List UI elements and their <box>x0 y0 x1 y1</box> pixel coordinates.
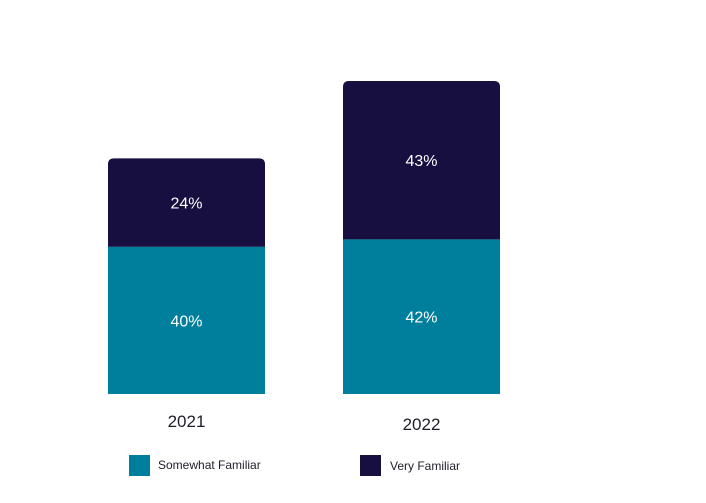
bars-layer <box>108 81 500 394</box>
category-label-2021: 2021 <box>168 412 206 431</box>
data-label-2021-somewhat-familiar: 40% <box>170 313 202 330</box>
bar-2022-very-familiar <box>343 81 500 240</box>
data-label-2022-somewhat-familiar: 42% <box>405 310 437 327</box>
legend-swatch-somewhat-familiar <box>129 455 150 476</box>
category-label-2022: 2022 <box>403 415 441 434</box>
bar-2021-very-familiar <box>108 158 265 247</box>
category-labels-layer: 2021 2022 <box>168 412 441 434</box>
data-label-2021-very-familiar: 24% <box>170 196 202 213</box>
legend: Somewhat Familiar Very Familiar <box>129 455 460 476</box>
legend-swatch-very-familiar <box>360 455 381 476</box>
bar-labels-layer: 40% 24% 42% 43% <box>170 153 437 330</box>
data-label-2022-very-familiar: 43% <box>405 153 437 170</box>
bar-2021-somewhat-familiar <box>108 246 265 394</box>
legend-label-very-familiar: Very Familiar <box>390 459 460 473</box>
legend-label-somewhat-familiar: Somewhat Familiar <box>158 458 261 472</box>
bar-2022-somewhat-familiar <box>343 239 500 394</box>
